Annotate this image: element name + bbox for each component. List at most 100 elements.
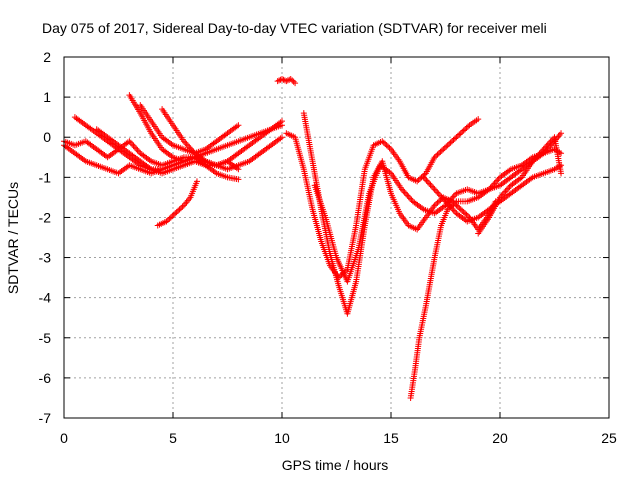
data-point: [170, 211, 177, 218]
data-point: [383, 142, 390, 149]
data-point: [173, 209, 180, 216]
data-point: [460, 209, 467, 216]
data-point: [276, 77, 283, 84]
data-point: [459, 128, 466, 135]
chart-title: Day 075 of 2017, Sidereal Day-to-day VTE…: [42, 20, 547, 36]
data-point: [440, 146, 447, 153]
data-point: [435, 198, 442, 205]
data-point: [279, 118, 285, 125]
data-points: [61, 76, 565, 401]
data-point: [558, 130, 565, 137]
data-point: [437, 148, 444, 155]
data-point: [280, 76, 287, 83]
data-point: [463, 124, 470, 131]
series-9: [274, 76, 299, 87]
data-point: [454, 203, 461, 210]
y-tick-label: -1: [39, 169, 52, 185]
data-point: [460, 127, 467, 134]
data-point: [290, 78, 297, 85]
y-tick-label: 0: [43, 129, 51, 145]
series-8: [154, 178, 200, 229]
data-point: [438, 147, 445, 154]
data-point: [193, 178, 200, 185]
data-point: [415, 177, 422, 184]
data-point: [279, 134, 285, 141]
x-tick-label: 10: [274, 430, 290, 446]
data-point: [465, 213, 472, 220]
data-point: [163, 218, 170, 225]
data-point: [179, 203, 186, 210]
y-tick-label: 1: [43, 89, 51, 105]
data-point: [292, 80, 299, 87]
data-point: [443, 143, 450, 150]
y-tick-label: -3: [39, 250, 52, 266]
data-point: [456, 131, 463, 138]
data-point: [286, 76, 293, 83]
y-tick-label: -4: [39, 290, 52, 306]
x-tick-label: 25: [601, 430, 617, 446]
series-4: [93, 126, 242, 183]
x-axis-label: GPS time / hours: [282, 457, 389, 473]
data-point: [433, 201, 440, 208]
data-point: [169, 213, 176, 220]
data-point: [380, 139, 387, 146]
plot-frame: [63, 56, 610, 419]
x-tick-label: 5: [169, 430, 177, 446]
data-point: [434, 151, 441, 158]
data-point: [447, 139, 454, 146]
series-15: [475, 134, 565, 237]
y-tick-label: -7: [39, 410, 52, 426]
data-point: [441, 144, 448, 151]
data-point: [166, 215, 173, 222]
data-point: [289, 77, 296, 84]
data-point: [431, 202, 438, 209]
data-point: [414, 178, 421, 185]
data-point: [450, 201, 457, 208]
data-point: [164, 217, 171, 224]
data-point: [558, 150, 565, 157]
data-point: [385, 143, 392, 150]
y-tick-label: 2: [43, 49, 51, 65]
data-point: [434, 199, 441, 206]
data-point: [459, 207, 466, 214]
x-tick-label: 0: [60, 430, 68, 446]
data-point: [177, 205, 184, 212]
data-point: [453, 134, 460, 141]
data-point: [462, 210, 469, 217]
data-point: [274, 78, 281, 85]
x-tick-label: 20: [492, 430, 508, 446]
data-point: [456, 205, 463, 212]
data-point: [287, 76, 294, 83]
data-point: [283, 78, 290, 85]
data-point: [235, 122, 242, 129]
data-point: [279, 76, 285, 83]
tick-labels: 0 5 10 15 20 25 -7 -6 -5 -4 -3 -2 -1 0 1 2: [39, 49, 617, 446]
data-point: [463, 211, 470, 218]
data-point: [431, 154, 438, 161]
data-point: [235, 176, 242, 183]
data-point: [450, 136, 457, 143]
data-point: [462, 126, 469, 133]
data-point: [172, 210, 179, 217]
data-point: [435, 150, 442, 157]
data-point: [167, 214, 174, 221]
data-point: [382, 140, 389, 147]
data-point: [451, 135, 458, 142]
data-point: [176, 206, 183, 213]
data-point: [457, 206, 464, 213]
data-point: [465, 123, 472, 130]
data-point: [454, 132, 461, 139]
data-point: [449, 138, 456, 145]
data-point: [421, 171, 428, 178]
data-point: [457, 130, 464, 137]
series-7: [159, 106, 285, 169]
y-axis-label: SDTVAR / TECUs: [5, 182, 21, 294]
y-tick-label: -5: [39, 330, 52, 346]
y-tick-label: -2: [39, 209, 52, 225]
data-point: [451, 199, 458, 206]
data-point: [558, 170, 565, 177]
data-point: [379, 138, 386, 145]
data-point: [433, 152, 440, 159]
data-point: [386, 144, 393, 151]
